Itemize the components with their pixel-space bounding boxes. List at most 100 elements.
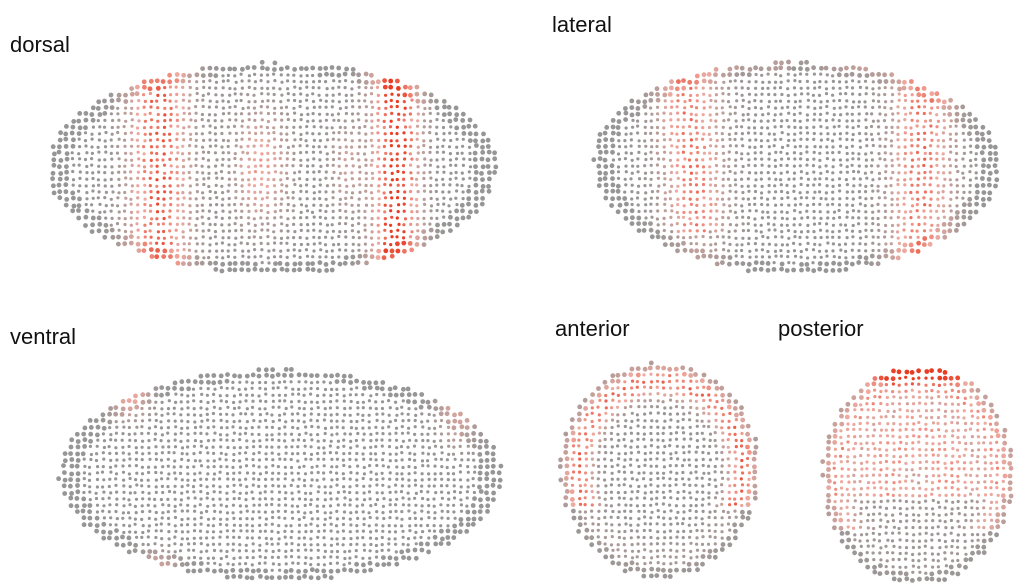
cell-dot bbox=[75, 509, 80, 514]
cell-dot bbox=[388, 485, 391, 488]
cell-dot bbox=[890, 126, 893, 129]
cell-dot bbox=[915, 87, 920, 92]
cell-dot bbox=[707, 72, 712, 77]
cell-dot bbox=[303, 543, 306, 546]
cell-dot bbox=[479, 489, 484, 494]
cell-dot bbox=[175, 86, 178, 89]
cell-dot bbox=[407, 431, 410, 434]
cell-dot bbox=[825, 191, 828, 194]
cell-dot bbox=[378, 171, 381, 174]
cell-dot bbox=[404, 217, 407, 220]
cell-dot bbox=[447, 491, 450, 494]
cell-dot bbox=[877, 164, 880, 167]
cell-dot bbox=[838, 87, 841, 90]
cell-dot bbox=[214, 126, 217, 129]
cell-dot bbox=[950, 209, 953, 212]
cell-dot bbox=[772, 267, 777, 272]
cell-dot bbox=[747, 152, 750, 155]
cell-dot bbox=[324, 255, 327, 258]
cell-dot bbox=[233, 125, 236, 128]
cell-dot bbox=[455, 189, 458, 192]
cell-dot bbox=[149, 242, 152, 245]
cell-dot bbox=[831, 151, 834, 154]
cell-dot bbox=[92, 197, 95, 200]
cell-dot bbox=[284, 536, 287, 539]
cell-dot bbox=[975, 171, 978, 174]
cell-dot bbox=[936, 106, 939, 109]
cell-dot bbox=[760, 171, 763, 174]
cell-dot bbox=[289, 373, 294, 378]
cell-dot bbox=[616, 209, 621, 214]
cell-dot bbox=[259, 413, 262, 416]
cell-dot bbox=[351, 217, 354, 220]
cell-dot bbox=[162, 198, 165, 201]
cell-dot bbox=[623, 139, 626, 142]
cell-dot bbox=[610, 170, 615, 175]
cell-dot bbox=[423, 184, 426, 187]
cell-dot bbox=[209, 100, 212, 103]
cell-dot bbox=[670, 125, 673, 128]
cell-dot bbox=[278, 87, 281, 90]
cell-dot bbox=[199, 459, 202, 462]
cell-dot bbox=[419, 392, 424, 397]
cell-dot bbox=[231, 381, 234, 384]
cell-dot bbox=[896, 105, 899, 108]
cell-dot bbox=[362, 485, 365, 488]
cell-dot bbox=[214, 144, 217, 147]
cell-dot bbox=[150, 217, 153, 220]
cell-dot bbox=[292, 204, 295, 207]
cell-dot bbox=[429, 120, 432, 123]
cell-dot bbox=[187, 107, 190, 110]
cell-dot bbox=[70, 464, 75, 469]
cell-dot bbox=[344, 230, 347, 233]
cell-dot bbox=[395, 498, 398, 501]
cell-dot bbox=[370, 92, 373, 95]
cell-dot bbox=[484, 476, 489, 481]
cell-dot bbox=[395, 235, 398, 238]
cell-dot bbox=[240, 67, 245, 72]
cell-dot bbox=[617, 165, 620, 168]
cell-dot bbox=[818, 243, 821, 246]
cell-dot bbox=[225, 505, 228, 508]
cell-dot bbox=[212, 400, 215, 403]
cell-dot bbox=[225, 453, 228, 456]
cell-dot bbox=[156, 106, 159, 109]
cell-dot bbox=[805, 67, 810, 72]
cell-dot bbox=[187, 542, 190, 545]
cell-dot bbox=[233, 446, 236, 449]
cell-dot bbox=[650, 113, 653, 116]
cell-dot bbox=[311, 92, 314, 95]
cell-dot bbox=[871, 211, 874, 214]
cell-dot bbox=[387, 465, 390, 468]
cell-dot bbox=[362, 438, 365, 441]
cell-dot bbox=[232, 478, 235, 481]
cell-dot bbox=[436, 203, 439, 206]
cell-dot bbox=[136, 113, 139, 116]
cell-dot bbox=[740, 185, 743, 188]
cell-dot bbox=[195, 178, 198, 181]
cell-dot bbox=[740, 152, 743, 155]
cell-dot bbox=[458, 412, 463, 417]
cell-dot bbox=[485, 509, 490, 514]
cell-dot bbox=[355, 452, 358, 455]
cell-dot bbox=[472, 424, 477, 429]
cell-dot bbox=[787, 66, 792, 71]
cell-dot bbox=[381, 491, 384, 494]
cell-dot bbox=[415, 542, 418, 545]
cell-dot bbox=[798, 66, 803, 71]
cell-dot bbox=[884, 185, 887, 188]
cell-dot bbox=[305, 151, 308, 154]
cell-dot bbox=[358, 126, 361, 129]
cell-dot bbox=[669, 118, 672, 121]
cell-dot bbox=[130, 224, 133, 227]
cell-dot bbox=[754, 80, 757, 83]
cell-dot bbox=[656, 196, 659, 199]
cell-dot bbox=[181, 73, 186, 78]
cell-dot bbox=[207, 165, 210, 168]
cell-dot bbox=[72, 204, 77, 209]
cell-dot bbox=[163, 190, 166, 193]
cell-dot bbox=[390, 105, 393, 108]
cell-dot bbox=[285, 242, 288, 245]
cell-dot bbox=[434, 419, 437, 422]
cell-dot bbox=[420, 412, 423, 415]
